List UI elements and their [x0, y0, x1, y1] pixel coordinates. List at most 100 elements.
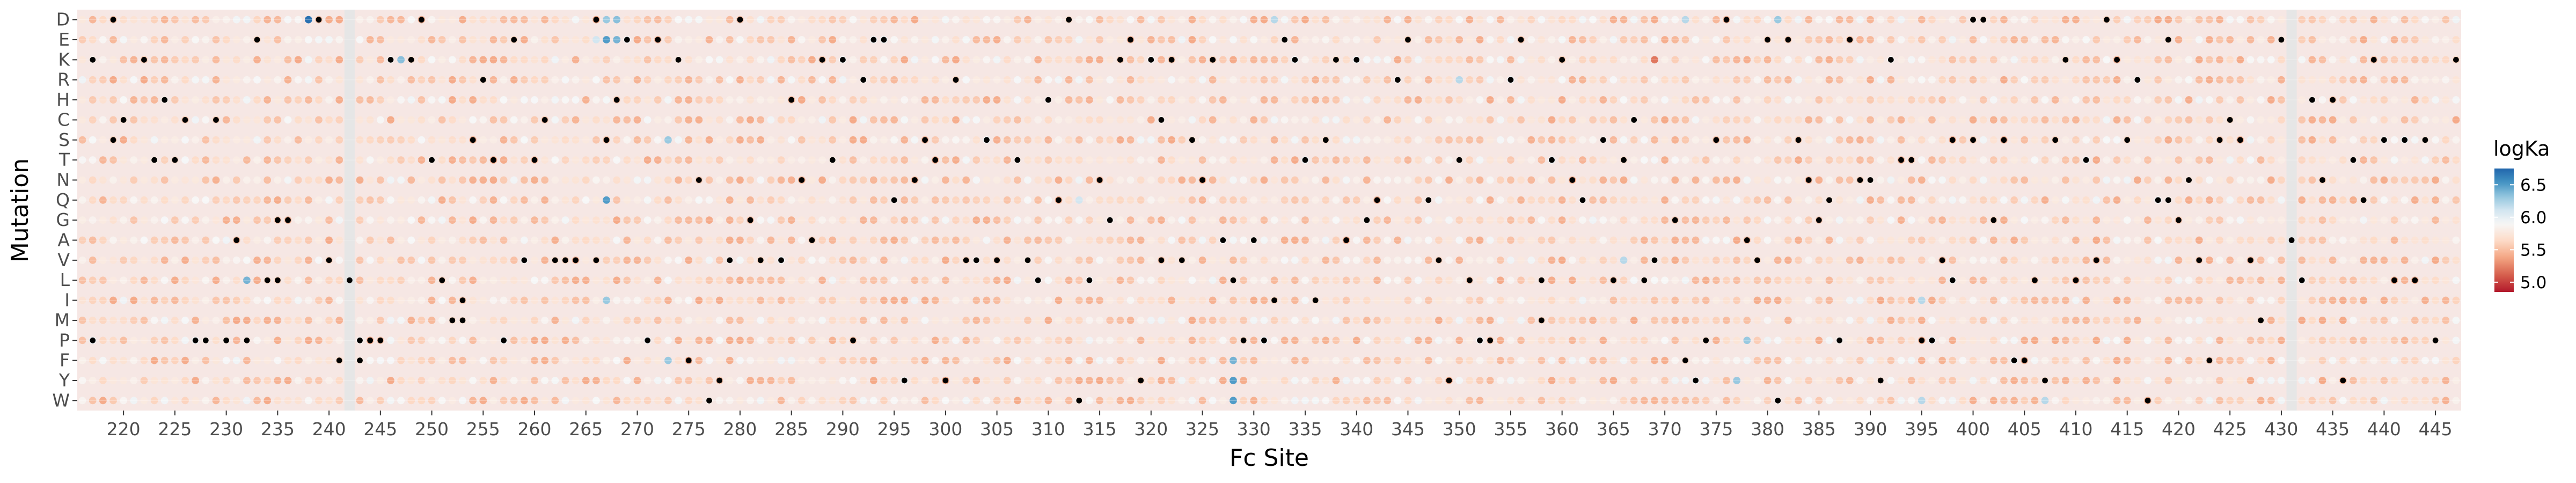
heatmap-cell	[2010, 36, 2018, 43]
heatmap-cell	[520, 116, 528, 124]
heatmap-cell	[1599, 156, 1607, 164]
heatmap-cell	[1044, 136, 1052, 144]
heatmap-cell	[2185, 236, 2193, 244]
heatmap-cell	[2041, 36, 2049, 43]
heatmap-cell	[1835, 76, 1843, 84]
heatmap-cell	[1969, 76, 1977, 84]
heatmap-cell	[818, 236, 826, 244]
heatmap-cell	[787, 236, 795, 244]
heatmap-cell	[1250, 296, 1258, 304]
wildtype-marker	[90, 56, 96, 63]
heatmap-cell	[366, 356, 374, 364]
heatmap-cell	[1763, 116, 1772, 124]
heatmap-cell	[1342, 36, 1350, 43]
heatmap-cell	[1404, 116, 1412, 124]
heatmap-cell	[2041, 136, 2049, 144]
heatmap-cell	[2390, 317, 2398, 324]
heatmap-cell	[1003, 356, 1011, 364]
heatmap-cell	[1137, 76, 1145, 84]
heatmap-cell	[2113, 236, 2121, 244]
heatmap-cell	[1856, 56, 1864, 64]
heatmap-cell	[1527, 236, 1535, 244]
heatmap-cell	[1301, 336, 1309, 345]
heatmap-cell	[747, 356, 754, 364]
heatmap-cell	[1630, 176, 1638, 184]
heatmap-cell	[1723, 196, 1730, 204]
heatmap-cell	[2298, 96, 2306, 104]
heatmap-cell	[489, 36, 497, 43]
heatmap-cell	[1743, 336, 1751, 345]
heatmap-cell	[2185, 156, 2193, 164]
heatmap-cell	[2360, 216, 2368, 224]
heatmap-cell	[1774, 116, 1782, 124]
heatmap-cell	[2021, 317, 2029, 324]
heatmap-cell	[1671, 56, 1679, 64]
heatmap-cell	[2206, 276, 2213, 284]
heatmap-cell	[1270, 216, 1278, 224]
wildtype-marker	[1045, 97, 1051, 103]
wildtype-marker	[1353, 56, 1360, 63]
heatmap-cell	[880, 176, 888, 184]
heatmap-cell	[1928, 397, 1936, 405]
heatmap-cell	[2226, 397, 2234, 405]
heatmap-cell	[2432, 56, 2440, 64]
heatmap-cell	[983, 356, 991, 364]
heatmap-cell	[613, 256, 621, 264]
heatmap-cell	[603, 296, 610, 304]
heatmap-cell	[1014, 377, 1021, 384]
heatmap-cell	[952, 216, 960, 224]
heatmap-cell	[479, 36, 487, 43]
heatmap-cell	[931, 296, 939, 304]
heatmap-cell	[418, 397, 426, 405]
heatmap-cell	[1147, 196, 1155, 204]
heatmap-cell	[1723, 377, 1730, 384]
heatmap-cell	[890, 96, 898, 104]
heatmap-cell	[1352, 276, 1360, 284]
heatmap-cell	[1260, 256, 1268, 264]
heatmap-cell	[2329, 136, 2337, 144]
heatmap-cell	[315, 397, 323, 405]
heatmap-cell	[1938, 76, 1946, 84]
heatmap-cell	[736, 196, 744, 204]
heatmap-cell	[325, 296, 333, 304]
y-tick-label: A	[57, 230, 70, 251]
heatmap-cell	[130, 256, 138, 264]
heatmap-cell	[500, 296, 508, 304]
heatmap-cell	[664, 36, 672, 43]
heatmap-cell	[264, 397, 272, 405]
heatmap-cell	[1476, 176, 1484, 184]
wildtype-marker	[90, 337, 96, 343]
heatmap-cell	[2031, 296, 2039, 304]
heatmap-cell	[1322, 296, 1330, 304]
heatmap-cell	[1198, 156, 1206, 164]
heatmap-cell	[1342, 336, 1350, 345]
heatmap-cell	[1044, 196, 1052, 204]
heatmap-cell	[428, 76, 436, 84]
heatmap-cell	[520, 76, 528, 84]
heatmap-cell	[1240, 377, 1248, 384]
heatmap-cell	[1640, 156, 1648, 164]
heatmap-cell	[2442, 336, 2450, 345]
heatmap-cell	[2175, 296, 2183, 304]
heatmap-cell	[983, 36, 991, 43]
heatmap-cell	[1949, 256, 1957, 264]
heatmap-cell	[1538, 116, 1546, 124]
heatmap-cell	[1774, 136, 1782, 144]
wildtype-marker	[1066, 17, 1072, 23]
heatmap-cell	[232, 56, 240, 64]
heatmap-cell	[1733, 16, 1741, 24]
heatmap-cell	[1445, 336, 1453, 345]
wildtype-marker	[2165, 36, 2171, 43]
heatmap-cell	[1938, 317, 1946, 324]
heatmap-cell	[2000, 96, 2008, 104]
heatmap-cell	[1640, 136, 1648, 144]
x-tick-label: 440	[2367, 419, 2401, 440]
heatmap-cell	[1373, 56, 1381, 64]
heatmap-cell	[931, 236, 939, 244]
heatmap-cell	[1414, 336, 1422, 345]
heatmap-cell	[1507, 397, 1514, 405]
heatmap-cell	[1784, 296, 1792, 304]
heatmap-cell	[2411, 116, 2419, 124]
heatmap-cell	[2308, 296, 2316, 304]
heatmap-cell	[2267, 196, 2275, 204]
